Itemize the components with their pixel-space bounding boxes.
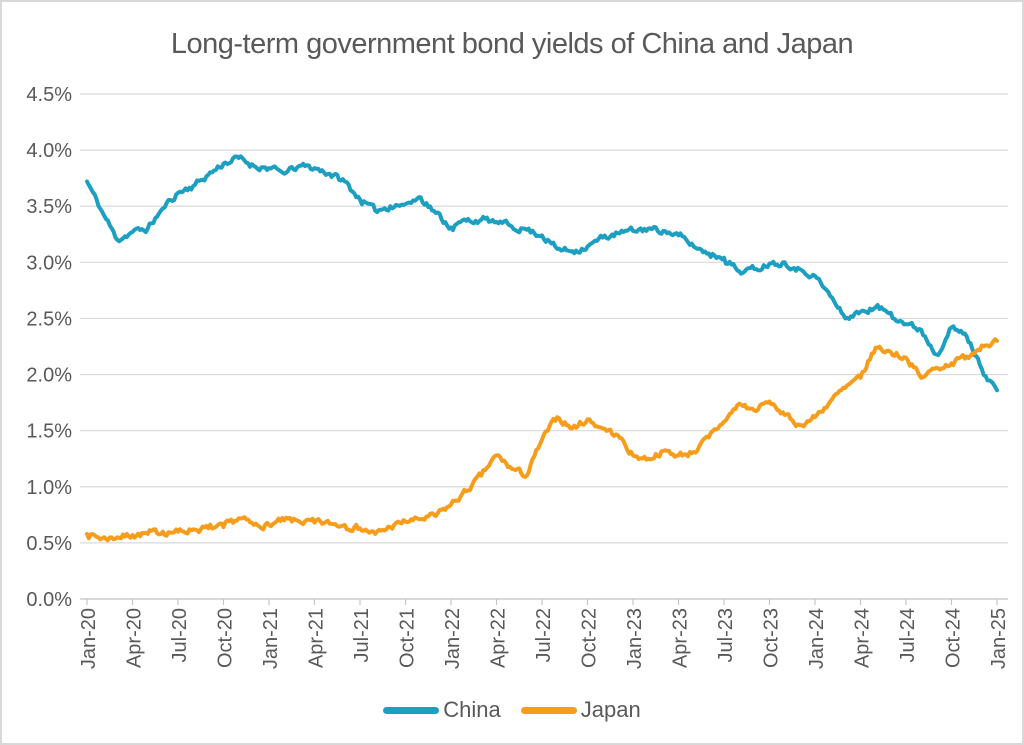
x-axis-tick-label: Jul-20	[169, 608, 191, 662]
y-axis-tick-label: 4.5%	[26, 84, 72, 106]
x-axis-tick-label: Jan-24	[806, 608, 828, 669]
y-axis-tick-label: 0.0%	[26, 589, 72, 611]
x-axis-tick-label: Jul-24	[897, 608, 919, 662]
x-axis-tick-label: Jan-22	[442, 608, 464, 669]
y-axis-tick-label: 2.5%	[26, 308, 72, 330]
x-axis-tick-label: Jan-20	[78, 608, 100, 669]
x-axis-tick-label: Oct-24	[943, 608, 965, 668]
x-axis-tick-label: Apr-24	[852, 608, 874, 668]
x-axis-tick-label: Apr-22	[488, 608, 510, 668]
legend-label-china: China	[443, 697, 501, 722]
japan-line-swatch	[520, 706, 577, 714]
china-line	[85, 154, 999, 393]
x-axis-tick-label: Oct-20	[215, 608, 237, 668]
y-axis-tick-label: 1.0%	[26, 477, 72, 499]
y-axis-tick-label: 3.5%	[26, 196, 72, 218]
y-axis-tick-label: 4.0%	[26, 140, 72, 162]
x-axis-tick-label: Jul-21	[351, 608, 373, 662]
x-axis-tick-label: Jul-22	[533, 608, 555, 662]
x-axis-tick-label: Apr-20	[124, 608, 146, 668]
chart-legend: China Japan	[2, 697, 1022, 723]
x-axis-tick-label: Oct-23	[761, 608, 783, 668]
y-axis-tick-label: 0.5%	[26, 533, 72, 555]
legend-item-china: China	[383, 697, 501, 723]
x-axis-tick-label: Jan-21	[260, 608, 282, 669]
y-axis-tick-label: 1.5%	[26, 421, 72, 443]
x-axis-tick-label: Oct-21	[397, 608, 419, 668]
legend-label-japan: Japan	[580, 697, 641, 722]
x-axis-tick-label: Apr-21	[306, 608, 328, 668]
x-axis-tick-label: Apr-23	[670, 608, 692, 668]
x-axis-tick-label: Jan-25	[988, 608, 1010, 669]
y-axis-tick-label: 2.0%	[26, 365, 72, 387]
japan-line	[85, 337, 999, 543]
legend-item-japan: Japan	[520, 697, 641, 723]
x-axis-tick-label: Jul-23	[715, 608, 737, 662]
y-axis-tick-label: 3.0%	[26, 252, 72, 274]
chart-title: Long-term government bond yields of Chin…	[170, 28, 854, 60]
x-axis-tick-label: Jan-23	[624, 608, 646, 669]
china-line-swatch	[383, 706, 440, 714]
x-axis-tick-label: Oct-22	[579, 608, 601, 668]
